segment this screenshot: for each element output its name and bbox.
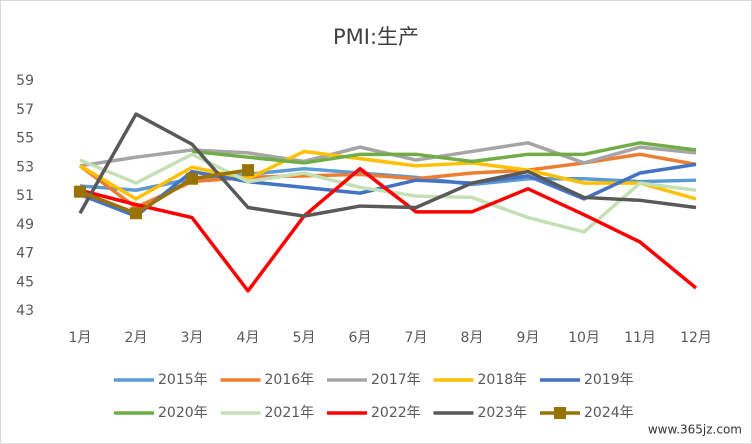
series-marker bbox=[74, 185, 86, 198]
legend-label: 2015年 bbox=[158, 372, 208, 388]
x-tick-label: 10月 bbox=[568, 330, 600, 346]
chart-title: PMI:生产 bbox=[333, 25, 419, 49]
series-line bbox=[79, 166, 698, 293]
y-tick-label: 43 bbox=[16, 303, 34, 319]
legend-label: 2023年 bbox=[478, 405, 528, 421]
y-tick-label: 53 bbox=[16, 159, 34, 175]
x-tick-label: 5月 bbox=[293, 330, 316, 346]
y-tick-label: 55 bbox=[16, 131, 34, 147]
legend-label: 2020年 bbox=[158, 405, 208, 421]
series-marker bbox=[186, 172, 198, 185]
y-tick-label: 45 bbox=[16, 274, 34, 290]
series-marker bbox=[242, 164, 254, 177]
legend-label: 2024年 bbox=[584, 405, 634, 421]
x-tick-label: 8月 bbox=[461, 330, 484, 346]
x-tick-label: 2月 bbox=[125, 330, 148, 346]
y-tick-label: 57 bbox=[16, 102, 34, 118]
x-tick-label: 12月 bbox=[680, 330, 712, 346]
series-line bbox=[79, 162, 697, 218]
series-line bbox=[191, 141, 697, 165]
y-tick-label: 47 bbox=[16, 246, 34, 262]
legend-label: 2018年 bbox=[478, 372, 528, 388]
series-marker bbox=[130, 207, 142, 220]
y-tick-label: 51 bbox=[16, 188, 34, 204]
legend-label: 2019年 bbox=[584, 372, 634, 388]
legend-label: 2016年 bbox=[265, 372, 315, 388]
y-tick-label: 59 bbox=[16, 73, 34, 89]
x-tick-label: 7月 bbox=[405, 330, 428, 346]
legend-label: 2022年 bbox=[371, 405, 421, 421]
series-line bbox=[78, 112, 697, 218]
x-tick-label: 3月 bbox=[181, 330, 204, 346]
legend-label: 2021年 bbox=[265, 405, 315, 421]
watermark: www.365jz.com bbox=[648, 423, 742, 437]
x-tick-label: 11月 bbox=[624, 330, 656, 346]
series-line bbox=[79, 149, 697, 201]
series-line bbox=[79, 168, 249, 215]
y-tick-label: 49 bbox=[16, 217, 34, 233]
x-tick-label: 6月 bbox=[349, 330, 372, 346]
legend-label: 2017年 bbox=[371, 372, 421, 388]
x-tick-label: 9月 bbox=[517, 330, 540, 346]
x-tick-label: 4月 bbox=[237, 330, 260, 346]
legend-marker bbox=[554, 407, 566, 419]
x-tick-label: 1月 bbox=[69, 330, 92, 346]
